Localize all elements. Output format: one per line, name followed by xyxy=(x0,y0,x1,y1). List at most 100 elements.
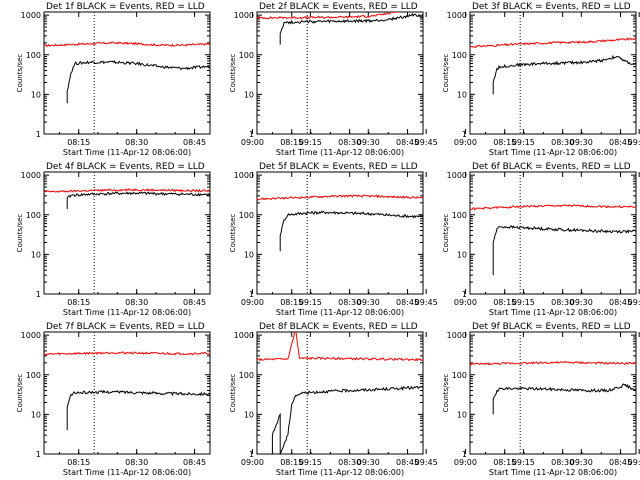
panel-title: Det 1f BLACK = Events, RED = LLD xyxy=(46,2,205,12)
y-tick-label: 1 xyxy=(36,290,41,299)
panel-title: Det 9f BLACK = Events, RED = LLD xyxy=(472,322,631,332)
detector-panel-3: Det 3f BLACK = Events, RED = LLD 1 10 100 10… xyxy=(442,2,637,157)
series-group xyxy=(44,351,210,431)
y-axis-label: Counts/sec xyxy=(442,374,450,413)
events-rate-line xyxy=(492,225,636,276)
y-tick-label: 100 xyxy=(452,211,467,220)
events-rate-line xyxy=(66,389,210,431)
events-rate-line xyxy=(279,210,423,252)
y-tick-label: 10 xyxy=(457,90,467,99)
y-tick-label: 1 xyxy=(249,450,254,459)
x-tick-label: 09:45 xyxy=(628,138,640,147)
x-tick-label: 09:30 xyxy=(570,138,593,147)
x-tick-label: 08:45 xyxy=(183,138,206,147)
x-tick-label: 09:15 xyxy=(299,298,322,307)
x-tick-label: 08:15 xyxy=(280,298,303,307)
y-tick-label: 1000 xyxy=(447,11,467,20)
x-tick-label: 09:15 xyxy=(299,458,322,467)
flag-marker xyxy=(536,13,541,23)
plot-frame xyxy=(43,171,211,295)
y-tick-label: 1000 xyxy=(234,171,254,180)
flag-marker xyxy=(536,173,541,183)
x-tick-label: 08:45 xyxy=(396,458,419,467)
y-tick-label: 1 xyxy=(462,130,467,139)
flag-marker xyxy=(323,333,328,343)
x-tick-label: 08:30 xyxy=(125,138,148,147)
x-tick-label: 09:00 xyxy=(454,298,477,307)
flag-marker xyxy=(559,333,564,343)
y-axis-label: Counts/sec xyxy=(16,214,24,253)
events-rate-line xyxy=(66,191,210,209)
x-tick-label: 08:30 xyxy=(338,138,361,147)
series-group xyxy=(257,12,423,45)
lld-rate-line xyxy=(470,204,636,211)
x-tick-label: 08:45 xyxy=(609,138,632,147)
lld-rate-line xyxy=(44,188,210,193)
detector-panel-4: Det 4f BLACK = Events, RED = LLD11010010… xyxy=(16,162,438,317)
x-tick-label: 08:15 xyxy=(493,138,516,147)
y-tick-label: 1000 xyxy=(234,11,254,20)
events-rate-line xyxy=(492,54,636,95)
x-tick-label: 08:45 xyxy=(609,458,632,467)
x-tick-label: 09:30 xyxy=(357,298,380,307)
detector-panel-5: Det 5f BLACK = Events, RED = LLD11010010… xyxy=(229,162,640,317)
y-tick-label: 100 xyxy=(26,211,41,220)
time-markers xyxy=(93,12,95,134)
flag-marker xyxy=(323,173,328,183)
plot-frame xyxy=(469,11,637,135)
y-tick-label: 100 xyxy=(26,371,41,380)
x-tick-label: 09:00 xyxy=(241,458,264,467)
time-markers xyxy=(306,12,541,134)
detector-panel-8: Det 8f BLACK = Events, RED = LLD11010010… xyxy=(229,322,640,477)
lld-rate-line xyxy=(44,41,210,48)
x-tick-label: 08:15 xyxy=(67,298,90,307)
events-rate-line xyxy=(279,12,423,45)
x-tick-label: 09:45 xyxy=(415,298,438,307)
x-tick-label: 08:30 xyxy=(338,458,361,467)
y-tick-label: 100 xyxy=(26,51,41,60)
plot-frame xyxy=(43,331,211,455)
x-tick-label: 08:45 xyxy=(396,138,419,147)
panel-title: Det 3f BLACK = Events, RED = LLD xyxy=(472,2,631,12)
lld-rate-line xyxy=(257,194,423,201)
series-group xyxy=(257,332,423,454)
y-axis-label: Counts/sec xyxy=(16,54,24,93)
series-group xyxy=(470,360,636,415)
plot-frame xyxy=(256,11,424,135)
series-group xyxy=(257,194,423,252)
y-tick-label: 1 xyxy=(249,130,254,139)
lld-rate-line xyxy=(470,37,636,48)
x-tick-label: 09:30 xyxy=(357,138,380,147)
y-axis-label: Counts/sec xyxy=(229,54,237,93)
y-tick-label: 1000 xyxy=(21,11,41,20)
x-axis-label: Start Time (11-Apr-12 08:06:00) xyxy=(63,148,191,157)
events-rate-line xyxy=(271,385,423,454)
y-tick-label: 1000 xyxy=(447,171,467,180)
x-tick-label: 08:30 xyxy=(125,458,148,467)
x-tick-label: 09:30 xyxy=(570,298,593,307)
x-tick-label: 09:15 xyxy=(512,298,535,307)
x-axis-label: Start Time (11-Apr-12 08:06:00) xyxy=(63,468,191,477)
detector-panel-9: Det 9f BLACK = Events, RED = LLD 1 10 100 10… xyxy=(442,322,637,477)
plot-frame xyxy=(43,11,211,135)
y-tick-label: 100 xyxy=(452,51,467,60)
y-tick-label: 1000 xyxy=(21,331,41,340)
series-group xyxy=(470,204,636,276)
x-tick-label: 09:45 xyxy=(628,298,640,307)
x-tick-label: 08:15 xyxy=(67,458,90,467)
y-axis-label: Counts/sec xyxy=(229,374,237,413)
x-axis-label: Start Time (11-Apr-12 08:06:00) xyxy=(489,468,617,477)
x-tick-label: 09:15 xyxy=(512,458,535,467)
panel-title: Det 2f BLACK = Events, RED = LLD xyxy=(259,2,418,12)
flag-marker xyxy=(559,173,564,183)
y-tick-label: 100 xyxy=(239,211,254,220)
series-group xyxy=(44,188,210,209)
y-tick-label: 100 xyxy=(452,371,467,380)
x-tick-label: 09:30 xyxy=(357,458,380,467)
y-tick-label: 1000 xyxy=(234,331,254,340)
x-tick-label: 08:15 xyxy=(280,458,303,467)
x-axis-label: Start Time (11-Apr-12 08:06:00) xyxy=(276,308,404,317)
panel-title: Det 8f BLACK = Events, RED = LLD xyxy=(259,322,418,332)
x-tick-label: 09:15 xyxy=(512,138,535,147)
y-tick-label: 1 xyxy=(462,450,467,459)
